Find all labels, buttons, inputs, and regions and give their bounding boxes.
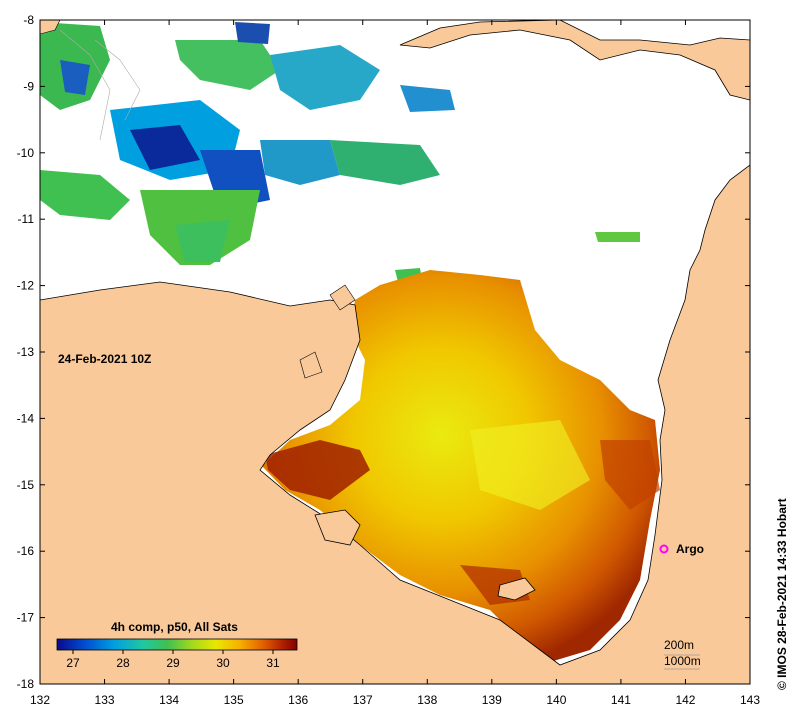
colorbar-legend: 4h comp, p50, All Sats 27 28 29 30 31	[56, 620, 298, 670]
x-tick-label: 134	[159, 693, 179, 707]
y-tick-label: -14	[17, 411, 35, 425]
colorbar-tick-label: 30	[216, 656, 230, 670]
x-tick-label: 138	[417, 693, 437, 707]
x-tick-label: 136	[288, 693, 308, 707]
y-tick-label: -8	[23, 13, 34, 27]
y-tick-label: -18	[17, 677, 35, 691]
colorbar-tick-label: 29	[166, 656, 180, 670]
y-tick-label: -15	[17, 478, 35, 492]
y-tick-label: -9	[23, 79, 34, 93]
y-tick-label: -17	[17, 611, 35, 625]
y-axis: -8 -9 -10 -11 -12 -13 -14 -15 -16 -17 -18	[17, 13, 750, 691]
land-northern-territory	[40, 164, 750, 684]
x-axis: 132 133 134 135 136 137 138 139 140 141 142 143	[30, 20, 760, 707]
northern-sst-patches	[40, 22, 640, 282]
x-tick-label: 133	[95, 693, 115, 707]
x-tick-label: 142	[675, 693, 695, 707]
x-tick-label: 140	[546, 693, 566, 707]
x-tick-label: 135	[224, 693, 244, 707]
x-tick-label: 132	[30, 693, 50, 707]
x-tick-label: 139	[482, 693, 502, 707]
y-tick-label: -13	[17, 345, 35, 359]
x-tick-label: 137	[353, 693, 373, 707]
contour-legend: 200m 1000m	[664, 638, 701, 670]
colorbar-tick-label: 31	[266, 656, 280, 670]
datetime-label: 24-Feb-2021 10Z	[58, 352, 151, 366]
colorbar-tick-label: 27	[66, 656, 80, 670]
island-mornington	[497, 577, 536, 601]
contour-1000m: 1000m	[664, 654, 701, 668]
credit-text: © IMOS 28-Feb-2021 14:33 Hobart	[775, 498, 789, 690]
y-tick-label: -10	[17, 146, 35, 160]
x-tick-label: 143	[740, 693, 760, 707]
y-tick-label: -12	[17, 279, 35, 293]
contour-200m: 200m	[664, 638, 694, 652]
x-tick-label: 141	[611, 693, 631, 707]
island-groote	[314, 509, 361, 546]
argo-label: Argo	[676, 542, 704, 556]
land-cape-york	[399, 20, 750, 101]
gulf-sst-field	[262, 270, 660, 662]
y-tick-label: -16	[17, 544, 35, 558]
bathymetry-contour	[59, 29, 141, 141]
y-tick-label: -11	[18, 212, 35, 226]
colorbar-title: 4h comp, p50, All Sats	[111, 620, 238, 634]
argo-marker: Argo	[659, 542, 704, 556]
colorbar-tick-label: 28	[116, 656, 130, 670]
colorbar	[56, 638, 298, 651]
